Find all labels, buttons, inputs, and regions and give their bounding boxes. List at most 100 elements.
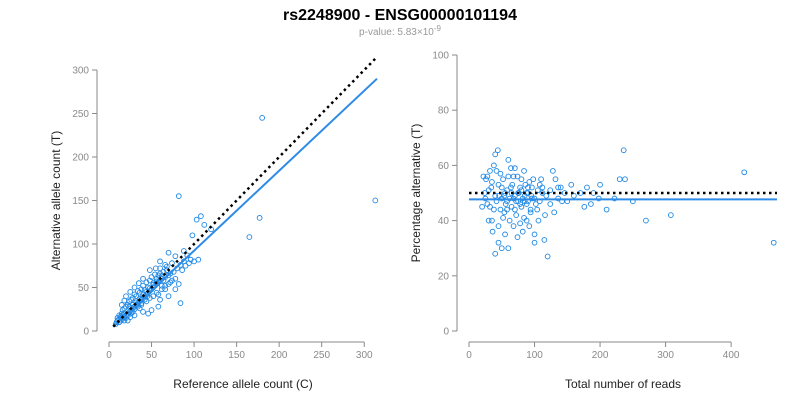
data-point bbox=[167, 279, 174, 286]
data-point bbox=[259, 114, 265, 121]
x-tick-label: 200 bbox=[592, 350, 609, 361]
data-point bbox=[515, 190, 521, 196]
data-point bbox=[181, 248, 187, 254]
data-point bbox=[495, 239, 502, 246]
data-point bbox=[135, 280, 142, 287]
data-point bbox=[485, 217, 492, 224]
data-point bbox=[193, 216, 200, 223]
x-tick-label: 0 bbox=[466, 350, 472, 361]
data-point bbox=[195, 256, 202, 263]
x-tick-label: 300 bbox=[657, 350, 674, 361]
data-point bbox=[597, 181, 603, 188]
x-tick-label: 200 bbox=[271, 350, 288, 361]
data-point bbox=[534, 206, 541, 213]
data-point bbox=[487, 203, 493, 210]
data-point bbox=[136, 289, 143, 296]
data-point bbox=[138, 286, 145, 293]
data-point bbox=[148, 307, 155, 313]
data-point bbox=[581, 203, 588, 210]
data-point bbox=[504, 206, 510, 213]
data-point bbox=[198, 213, 204, 220]
data-point bbox=[140, 309, 146, 315]
data-point bbox=[492, 151, 499, 158]
data-point bbox=[155, 272, 162, 279]
data-point bbox=[532, 201, 539, 207]
data-point bbox=[584, 184, 590, 191]
data-point bbox=[256, 215, 263, 221]
data-point bbox=[162, 282, 169, 289]
data-point bbox=[550, 168, 556, 174]
data-point bbox=[508, 190, 515, 196]
data-point bbox=[620, 147, 627, 154]
data-point bbox=[544, 253, 551, 260]
data-point bbox=[512, 206, 518, 213]
data-point bbox=[162, 262, 169, 268]
x-axis-label: Total number of reads bbox=[565, 377, 681, 391]
y-tick-label: 60 bbox=[438, 161, 450, 172]
x-tick-label: 300 bbox=[356, 350, 373, 361]
data-point bbox=[489, 179, 495, 185]
data-point bbox=[509, 181, 516, 188]
data-point bbox=[489, 217, 495, 224]
data-point bbox=[157, 296, 163, 303]
data-point bbox=[541, 237, 548, 243]
data-point bbox=[491, 206, 497, 213]
data-point bbox=[508, 165, 514, 172]
data-point bbox=[530, 176, 537, 183]
x-tick-label: 0 bbox=[106, 350, 112, 361]
data-point bbox=[158, 282, 165, 289]
reference-line bbox=[112, 56, 378, 328]
data-point bbox=[143, 279, 150, 286]
data-point bbox=[555, 184, 561, 191]
subtitle-exponent: -9 bbox=[434, 24, 442, 33]
y-tick-label: 80 bbox=[438, 106, 450, 117]
data-point bbox=[521, 168, 527, 174]
data-point bbox=[189, 232, 196, 239]
data-point bbox=[518, 187, 525, 194]
data-point bbox=[167, 270, 174, 277]
data-point bbox=[539, 190, 546, 196]
x-tick-label: 250 bbox=[313, 350, 330, 361]
data-point bbox=[514, 234, 521, 241]
data-point bbox=[165, 272, 172, 279]
data-point bbox=[527, 206, 534, 213]
data-point bbox=[529, 184, 535, 191]
data-point bbox=[534, 187, 541, 194]
fit-line bbox=[112, 77, 378, 328]
data-point bbox=[495, 223, 502, 229]
data-point bbox=[512, 165, 518, 172]
data-point bbox=[152, 265, 159, 272]
data-point bbox=[535, 217, 542, 224]
data-point bbox=[169, 277, 175, 284]
x-tick-label: 100 bbox=[526, 350, 543, 361]
data-point bbox=[175, 281, 182, 287]
data-point bbox=[500, 176, 506, 183]
y-tick-label: 20 bbox=[438, 271, 450, 282]
data-point bbox=[157, 270, 163, 277]
data-point bbox=[514, 173, 521, 180]
data-point bbox=[138, 302, 145, 308]
data-point bbox=[165, 281, 172, 287]
data-point bbox=[155, 291, 162, 298]
data-point bbox=[519, 228, 526, 235]
x-tick-label: 400 bbox=[723, 350, 740, 361]
data-point bbox=[121, 297, 128, 304]
data-point bbox=[118, 302, 125, 308]
data-point bbox=[372, 197, 379, 204]
data-point bbox=[131, 291, 138, 298]
data-point bbox=[518, 176, 525, 183]
data-point bbox=[542, 212, 548, 218]
data-point bbox=[484, 173, 491, 180]
y-tick-label: 0 bbox=[443, 327, 449, 338]
data-point bbox=[187, 256, 194, 263]
data-point bbox=[512, 192, 518, 199]
data-point bbox=[505, 173, 512, 180]
x-axis-label: Reference allele count (C) bbox=[173, 377, 312, 391]
data-point bbox=[498, 245, 505, 252]
data-point bbox=[526, 223, 533, 229]
data-point bbox=[172, 275, 179, 282]
data-point bbox=[162, 286, 169, 293]
data-point bbox=[741, 169, 748, 176]
data-point bbox=[165, 293, 172, 300]
